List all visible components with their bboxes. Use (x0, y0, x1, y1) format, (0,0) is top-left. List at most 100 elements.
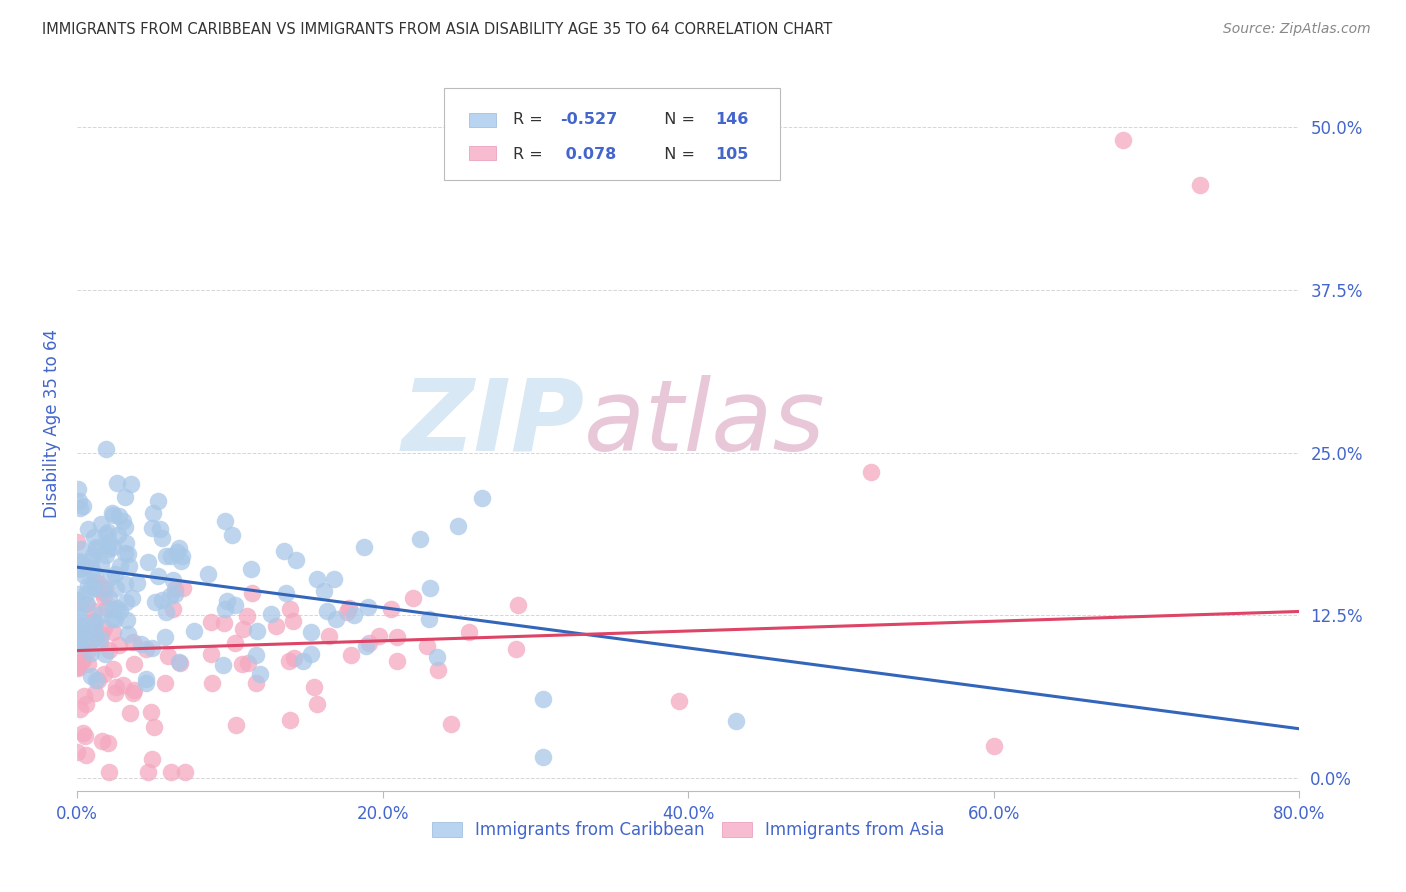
Point (447, 519, 470, 533)
Point (281, 614, 304, 628)
Point (83, 604, 105, 618)
Point (67, 553, 90, 567)
Text: 146: 146 (716, 112, 748, 127)
Point (359, 635, 381, 649)
Text: Source: ZipAtlas.com: Source: ZipAtlas.com (1223, 22, 1371, 37)
Point (200, 615, 222, 629)
Point (457, 624, 479, 639)
Point (72, 499, 94, 513)
Point (136, 764, 159, 779)
Point (159, 589, 181, 603)
Point (83, 575, 105, 590)
Point (217, 594, 239, 608)
Point (409, 532, 432, 546)
Point (200, 676, 222, 690)
Point (214, 515, 236, 529)
Point (94, 549, 117, 563)
Point (105, 581, 128, 595)
Point (224, 635, 246, 649)
Point (83, 530, 105, 544)
Point (291, 654, 314, 668)
Point (122, 635, 145, 649)
Point (337, 600, 360, 615)
Point (72, 653, 94, 667)
Point (90, 627, 112, 641)
Point (67, 661, 90, 675)
Point (100, 612, 122, 626)
Point (225, 718, 247, 732)
Point (280, 713, 302, 727)
Point (67, 482, 90, 496)
Point (127, 576, 149, 591)
Point (67, 494, 90, 508)
Point (103, 625, 125, 640)
Point (401, 591, 423, 605)
Point (118, 706, 141, 720)
Point (146, 494, 169, 508)
Point (101, 602, 124, 616)
Point (84, 542, 107, 557)
Point (80, 668, 103, 682)
Point (80, 581, 103, 595)
Point (75, 747, 97, 762)
Point (108, 604, 131, 618)
Point (84, 540, 107, 554)
Point (299, 625, 322, 640)
Text: N =: N = (654, 112, 700, 127)
Point (135, 672, 157, 686)
Point (66, 660, 89, 674)
Text: N =: N = (654, 147, 700, 162)
Point (167, 656, 190, 670)
Point (66, 624, 89, 639)
Point (108, 559, 131, 574)
Point (66, 534, 89, 549)
Point (66, 636, 89, 650)
Point (75, 624, 97, 638)
Point (155, 676, 177, 690)
Point (115, 613, 138, 627)
Point (97, 736, 120, 750)
Point (239, 562, 262, 576)
Point (69, 542, 91, 557)
Point (89, 631, 111, 645)
Point (159, 549, 181, 563)
Point (419, 581, 441, 595)
Point (155, 631, 177, 645)
Point (69, 655, 91, 669)
Point (149, 522, 172, 536)
Point (115, 536, 138, 550)
Bar (470, 146, 496, 161)
Point (385, 630, 408, 644)
Point (66, 587, 89, 601)
Point (117, 626, 139, 640)
Point (426, 663, 449, 677)
Point (77, 577, 100, 591)
Point (75, 729, 97, 743)
Point (70, 635, 93, 649)
Text: ZIP: ZIP (401, 375, 585, 472)
Point (356, 640, 378, 654)
Point (323, 572, 346, 586)
Point (82, 614, 104, 628)
Point (72, 632, 94, 646)
Point (142, 506, 165, 520)
Point (314, 584, 336, 599)
Point (96, 601, 118, 615)
Point (172, 582, 194, 596)
Point (380, 602, 402, 616)
Point (246, 624, 269, 638)
Point (416, 639, 439, 653)
Point (426, 650, 449, 665)
Point (224, 599, 246, 613)
Point (531, 750, 554, 764)
Point (236, 608, 259, 623)
Text: IMMIGRANTS FROM CARIBBEAN VS IMMIGRANTS FROM ASIA DISABILITY AGE 35 TO 64 CORREL: IMMIGRANTS FROM CARIBBEAN VS IMMIGRANTS … (42, 22, 832, 37)
Point (307, 572, 329, 586)
Point (75, 559, 97, 574)
Point (278, 602, 301, 616)
Point (122, 682, 145, 697)
Point (94, 647, 117, 661)
Point (1188, 178, 1211, 193)
Point (167, 541, 190, 556)
Point (129, 637, 152, 651)
